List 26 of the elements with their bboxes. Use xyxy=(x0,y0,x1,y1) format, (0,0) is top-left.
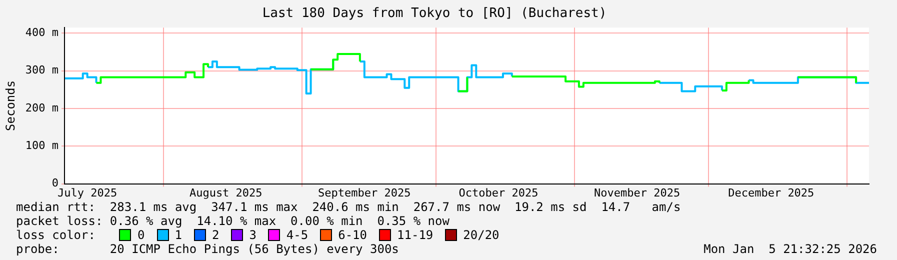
legend-label: 0 xyxy=(137,228,145,242)
legend-label: 4-5 xyxy=(286,228,308,242)
text: probe: 20 ICMP Echo Pings (56 Bytes) every 300s xyxy=(16,242,399,256)
y-tick-label: 300 m xyxy=(25,64,59,77)
text: Mon Jan 5 21:32:25 2026 xyxy=(704,242,877,256)
legend-label: 6-10 xyxy=(338,228,368,242)
x-tick-label: November 2025 xyxy=(594,186,680,200)
text: packet loss: 0.36 % avg 14.10 % max 0.00 % min 0.35 % now xyxy=(16,214,450,228)
x-tick-label: December 2025 xyxy=(728,186,814,200)
legend-label: 11-19 xyxy=(397,228,434,242)
y-tick-label: 100 m xyxy=(25,139,59,152)
x-tick-label: October 2025 xyxy=(458,186,538,200)
legend-label: 20/20 xyxy=(463,228,500,242)
legend-title: loss color: xyxy=(16,228,96,242)
y-tick-label: 200 m xyxy=(25,101,59,114)
x-tick-label: September 2025 xyxy=(318,186,411,200)
y-axis-title: Seconds xyxy=(3,80,18,131)
legend-label: 1 xyxy=(174,228,182,242)
x-tick-label: August 2025 xyxy=(189,186,262,200)
text: median rtt: 283.1 ms avg 347.1 ms max 240.6 ms min 267.7 ms now 19.2 ms sd 14.7 am/s xyxy=(16,200,682,214)
chart-title: Last 180 Days from Tokyo to [RO] (Bucharest) xyxy=(262,6,607,22)
legend-label: 3 xyxy=(249,228,256,242)
legend-label: 2 xyxy=(212,228,220,242)
y-tick-label: 0 xyxy=(52,176,59,190)
y-tick-label: 400 m xyxy=(25,26,59,40)
x-tick-label: July 2025 xyxy=(58,186,118,200)
